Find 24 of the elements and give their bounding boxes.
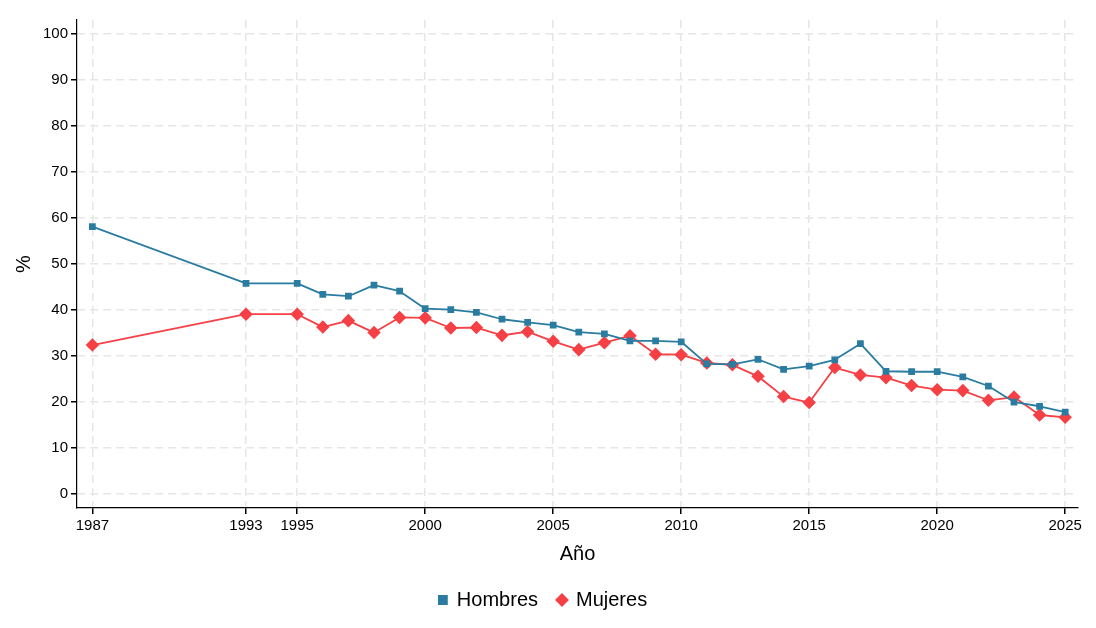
x-tick-label: 1993 xyxy=(229,516,263,534)
x-tick-label: 2025 xyxy=(1048,516,1082,534)
legend-label: Hombres xyxy=(456,587,539,610)
y-tick-label: 50 xyxy=(51,254,69,272)
x-tick-label: 2000 xyxy=(408,516,442,534)
y-tick-label: 80 xyxy=(51,116,69,134)
y-axis-title: % xyxy=(11,254,34,273)
y-tick-label: 40 xyxy=(51,300,69,318)
y-tick-label: 60 xyxy=(51,208,69,226)
x-tick-label: 2020 xyxy=(920,516,954,534)
y-tick-label: 0 xyxy=(59,484,69,502)
y-tick-label: 100 xyxy=(43,23,69,41)
x-tick-label: 1987 xyxy=(75,516,110,534)
x-axis-title: Año xyxy=(559,541,596,564)
y-tick-label: 90 xyxy=(51,69,69,87)
y-tick-label: 10 xyxy=(51,438,69,456)
x-tick-label: 2015 xyxy=(792,516,826,534)
legend-label: Mujeres xyxy=(576,587,648,610)
y-tick-label: 30 xyxy=(51,346,69,364)
y-tick-label: 70 xyxy=(51,162,69,180)
x-tick-label: 2005 xyxy=(536,516,570,534)
x-tick-label: 1995 xyxy=(280,516,314,534)
y-tick-label: 20 xyxy=(51,392,69,410)
x-tick-label: 2010 xyxy=(664,516,698,534)
